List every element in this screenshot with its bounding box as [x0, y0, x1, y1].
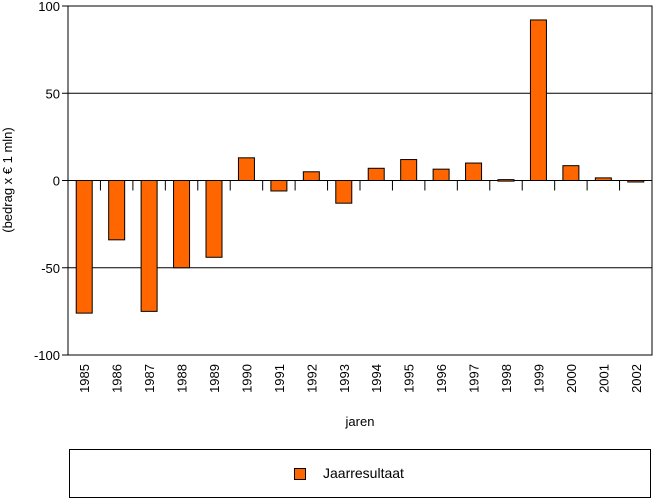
- bar-1992: [302, 171, 320, 181]
- y-tick-label: -50: [41, 261, 60, 276]
- x-tick-label: 2002: [629, 364, 644, 393]
- bar-1989: [205, 180, 223, 258]
- bar-1999: [529, 19, 547, 181]
- y-tick-label: 100: [38, 0, 60, 14]
- x-tick-label: 1996: [434, 364, 449, 393]
- legend: Jaarresultaat: [69, 449, 651, 498]
- bar-1998: [497, 179, 515, 182]
- legend-swatch: [294, 468, 306, 480]
- x-tick-label: 1991: [272, 364, 287, 393]
- x-tick-label: 1994: [369, 364, 384, 393]
- y-tick-label: 0: [53, 174, 60, 189]
- x-tick-label: 1999: [531, 364, 546, 393]
- legend-label: Jaarresultaat: [323, 465, 404, 481]
- bar-1993: [335, 180, 353, 204]
- bar-2000: [562, 165, 580, 181]
- x-tick-label: 2000: [564, 364, 579, 393]
- x-tick-label: 1992: [304, 364, 319, 393]
- x-tick-label: 1993: [337, 364, 352, 393]
- x-tick-label: 1997: [467, 364, 482, 393]
- bar-1997: [465, 162, 483, 182]
- bars: [75, 19, 645, 314]
- x-tick-label: 1987: [142, 364, 157, 393]
- x-tick-label: 1989: [207, 364, 222, 393]
- bar-1988: [173, 180, 191, 269]
- bar-1995: [400, 159, 418, 181]
- y-axis-label: (bedrag x € 1 mln): [0, 127, 15, 233]
- y-tick-label: -100: [34, 348, 60, 363]
- x-tick-label: 1985: [77, 364, 92, 393]
- bar-1986: [108, 180, 126, 241]
- x-tick-label: 1990: [239, 364, 254, 393]
- bar-1996: [432, 168, 450, 182]
- bar-1991: [270, 180, 288, 192]
- x-tick-label: 1986: [110, 364, 125, 393]
- bar-1985: [75, 180, 93, 314]
- bar-1994: [367, 167, 385, 182]
- y-tick-label: 50: [46, 86, 60, 101]
- x-tick-label: 1988: [175, 364, 190, 393]
- bar-1990: [237, 157, 255, 182]
- bar-2001: [594, 177, 612, 182]
- x-tick-label: 1998: [499, 364, 514, 393]
- y-tick-labels: 100 50 0 -50 -100: [34, 0, 68, 363]
- bar-1987: [140, 180, 158, 312]
- bar-2002: [627, 180, 645, 183]
- x-tick-labels: 1985 1986 1987 1988 1989 1990 1991 1992 1993 1994…: [77, 364, 644, 393]
- x-tick-label: 1995: [402, 364, 417, 393]
- x-tick-label: 2001: [596, 364, 611, 393]
- x-axis-label: jaren: [345, 414, 375, 429]
- zero-axis: [68, 180, 652, 191]
